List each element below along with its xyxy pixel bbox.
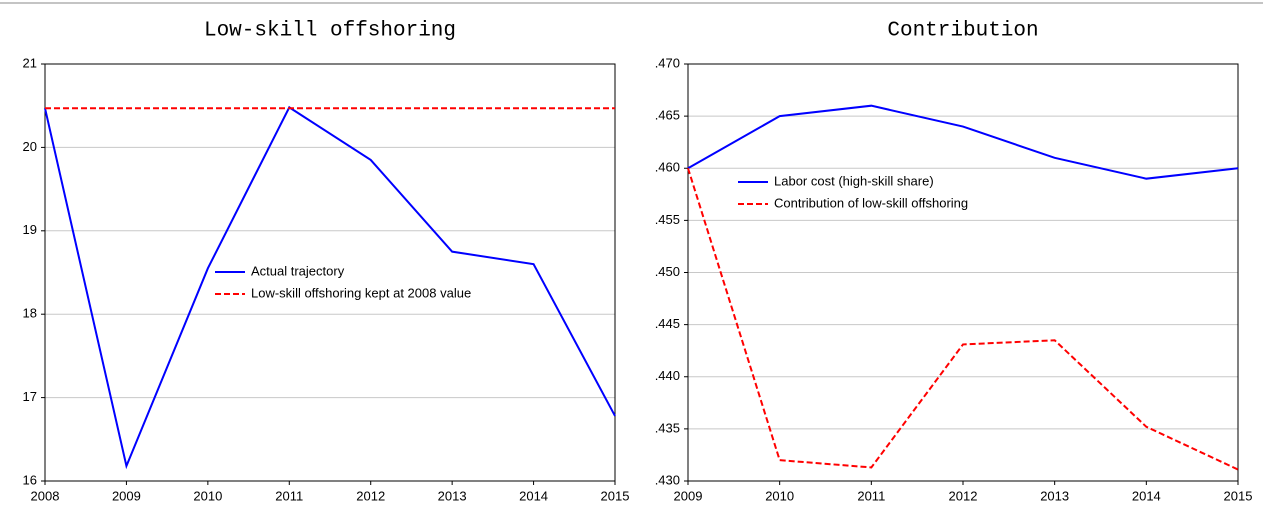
plot-frame: [44, 63, 616, 482]
x-tick-label: 2012: [356, 488, 385, 503]
chart-title: Low-skill offshoring: [204, 20, 456, 43]
y-tick-label: 21: [23, 55, 37, 70]
x-tick-label: 2014: [519, 488, 548, 503]
x-tick-label: 2011: [857, 488, 885, 503]
x-tick-label: 2008: [31, 488, 60, 503]
x-tick-label: 2013: [1040, 488, 1069, 503]
legend-label: Contribution of low-skill offshoring: [774, 195, 968, 210]
legend-label: Low-skill offshoring kept at 2008 value: [251, 285, 471, 300]
y-tick-label: .450: [655, 264, 680, 279]
x-tick-label: 2010: [765, 488, 794, 503]
y-tick-label: .440: [655, 368, 680, 383]
y-tick-label: .430: [655, 472, 680, 487]
y-tick-label: 16: [23, 472, 37, 487]
x-tick-label: 2014: [1132, 488, 1161, 503]
series-line: [687, 167, 1239, 471]
x-tick-label: 2009: [112, 488, 141, 503]
x-tick-label: 2010: [193, 488, 222, 503]
chart-title: Contribution: [887, 20, 1038, 43]
y-tick-label: .435: [655, 420, 680, 435]
x-tick-label: 2012: [949, 488, 978, 503]
legend-label: Labor cost (high-skill share): [774, 173, 934, 188]
y-tick-label: 18: [23, 306, 37, 321]
plot-frame: [687, 63, 1239, 482]
y-tick-label: .465: [655, 108, 680, 123]
y-tick-label: .445: [655, 316, 680, 331]
x-tick-label: 2015: [601, 488, 630, 503]
y-tick-label: 19: [23, 222, 37, 237]
y-tick-label: .470: [655, 55, 680, 70]
x-tick-label: 2011: [275, 488, 303, 503]
y-tick-label: .460: [655, 160, 680, 175]
x-tick-label: 2015: [1224, 488, 1253, 503]
series-line: [44, 105, 616, 470]
x-tick-label: 2013: [438, 488, 467, 503]
y-tick-label: 17: [23, 389, 37, 404]
series-line: [687, 104, 1239, 180]
x-tick-label: 2009: [674, 488, 703, 503]
legend-label: Actual trajectory: [251, 263, 345, 278]
y-tick-label: .455: [655, 212, 680, 227]
y-tick-label: 20: [23, 139, 37, 154]
